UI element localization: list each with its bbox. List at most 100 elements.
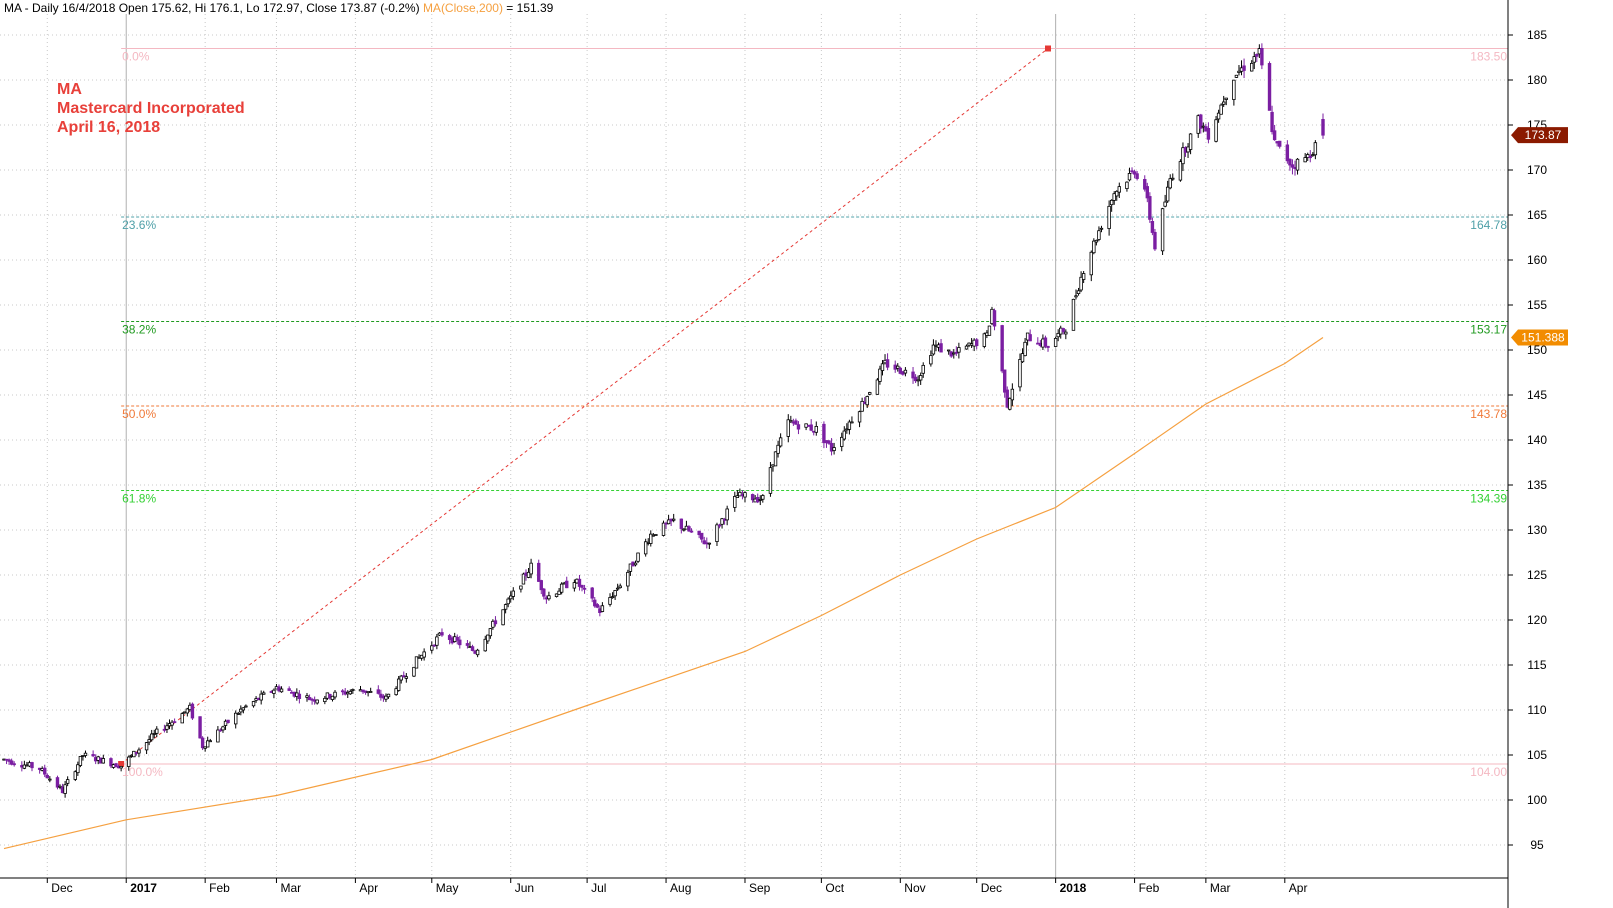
- fib-level-value: 153.17: [1470, 322, 1507, 336]
- x-tick-label: Oct: [825, 881, 844, 895]
- candle-body: [155, 728, 159, 734]
- candle-body: [486, 634, 490, 642]
- candle-body: [1214, 119, 1218, 142]
- candle-body: [394, 688, 398, 696]
- candle-body: [633, 562, 638, 566]
- candle-body: [76, 764, 80, 774]
- candle-body: [992, 310, 997, 327]
- y-tick-label: 150: [1527, 343, 1547, 357]
- candle-body: [1003, 369, 1007, 393]
- x-tick-label: Jun: [515, 881, 534, 895]
- x-tick-label: Mar: [1210, 881, 1231, 895]
- candle-body: [735, 495, 740, 498]
- candle-body: [679, 518, 684, 529]
- candle-body: [1260, 48, 1264, 66]
- candle-body: [348, 691, 353, 695]
- candle-body: [435, 636, 439, 646]
- candle-body: [1107, 205, 1111, 229]
- trend-end-marker: [1044, 45, 1051, 52]
- candle-body: [1221, 101, 1226, 105]
- y-tick-label: 160: [1527, 253, 1547, 267]
- candle-body: [147, 739, 151, 743]
- candle-body: [822, 423, 826, 444]
- candle-body: [613, 590, 617, 597]
- candle-body: [1270, 111, 1274, 133]
- candle-body: [918, 375, 923, 381]
- candle-body: [491, 620, 495, 628]
- grid-lines: [0, 14, 1508, 878]
- candle-body: [526, 571, 531, 578]
- candle-body: [221, 726, 225, 731]
- candle-body: [699, 532, 704, 540]
- candle-body: [898, 367, 903, 374]
- candle-body: [885, 359, 890, 368]
- y-tick-label: 115: [1527, 658, 1546, 672]
- candle-body: [223, 720, 228, 726]
- candle-body: [1145, 186, 1150, 199]
- candle-body: [218, 729, 223, 732]
- candle-body: [649, 533, 653, 544]
- candle-body: [682, 528, 686, 531]
- candle-body: [144, 742, 149, 751]
- candle-body: [1295, 158, 1300, 171]
- candle-body: [565, 580, 569, 589]
- candle-body: [789, 420, 793, 423]
- candle-body: [368, 691, 373, 693]
- candle-body: [1000, 325, 1004, 372]
- candle-body: [1252, 56, 1256, 63]
- company-name: Mastercard Incorporated: [57, 100, 245, 117]
- candle-body: [1043, 337, 1048, 347]
- candle-body: [539, 580, 543, 591]
- candle-body: [503, 604, 508, 610]
- candle-body: [63, 784, 67, 794]
- candle-body: [45, 774, 49, 779]
- candle-body: [1150, 221, 1155, 233]
- candle-body: [1132, 171, 1137, 175]
- fib-level-label: 23.6%: [122, 218, 156, 232]
- candle-body: [687, 526, 691, 532]
- candle-body: [1171, 177, 1175, 180]
- x-tick-label: Feb: [209, 881, 230, 895]
- candle-body: [9, 760, 14, 765]
- candle-body: [501, 609, 505, 626]
- candle-body: [455, 636, 459, 641]
- ma200-layer: [3, 337, 1324, 850]
- fib-level-label: 100.0%: [122, 765, 163, 779]
- candle-body: [1112, 193, 1116, 201]
- candle-body: [987, 325, 992, 336]
- candle-body: [1313, 142, 1318, 156]
- candle-body: [506, 598, 510, 605]
- candle-body: [185, 708, 190, 714]
- candle-body: [30, 762, 34, 769]
- candle-body: [315, 699, 319, 704]
- candle-body: [1135, 173, 1139, 179]
- candle-body: [305, 695, 309, 698]
- candle-body: [483, 638, 487, 652]
- candle-body: [1163, 201, 1167, 207]
- candle-body: [234, 712, 238, 725]
- candle-body: [1053, 338, 1058, 347]
- candle-body: [519, 585, 523, 590]
- ma-value-label: 151.388: [1521, 330, 1565, 344]
- candle-body: [717, 524, 722, 527]
- candle-body: [840, 436, 844, 447]
- candle-body: [827, 440, 831, 444]
- candle-body: [542, 588, 546, 597]
- candle-body: [1056, 332, 1060, 338]
- candle-body: [720, 518, 724, 525]
- candle-body: [954, 351, 959, 354]
- x-tick-label: Sep: [749, 881, 771, 895]
- candle-body: [307, 697, 312, 701]
- y-tick-label: 145: [1527, 388, 1547, 402]
- candle-body: [386, 693, 391, 698]
- candle-body: [974, 339, 979, 347]
- x-tick-label: Mar: [280, 881, 301, 895]
- candle-body: [340, 690, 345, 693]
- fib-level-label: 0.0%: [122, 50, 150, 64]
- x-tick-label: Nov: [904, 881, 925, 895]
- candle-body: [1219, 104, 1223, 115]
- candle-body: [1216, 112, 1221, 120]
- y-tick-label: 110: [1527, 703, 1546, 717]
- candle-body: [707, 542, 712, 545]
